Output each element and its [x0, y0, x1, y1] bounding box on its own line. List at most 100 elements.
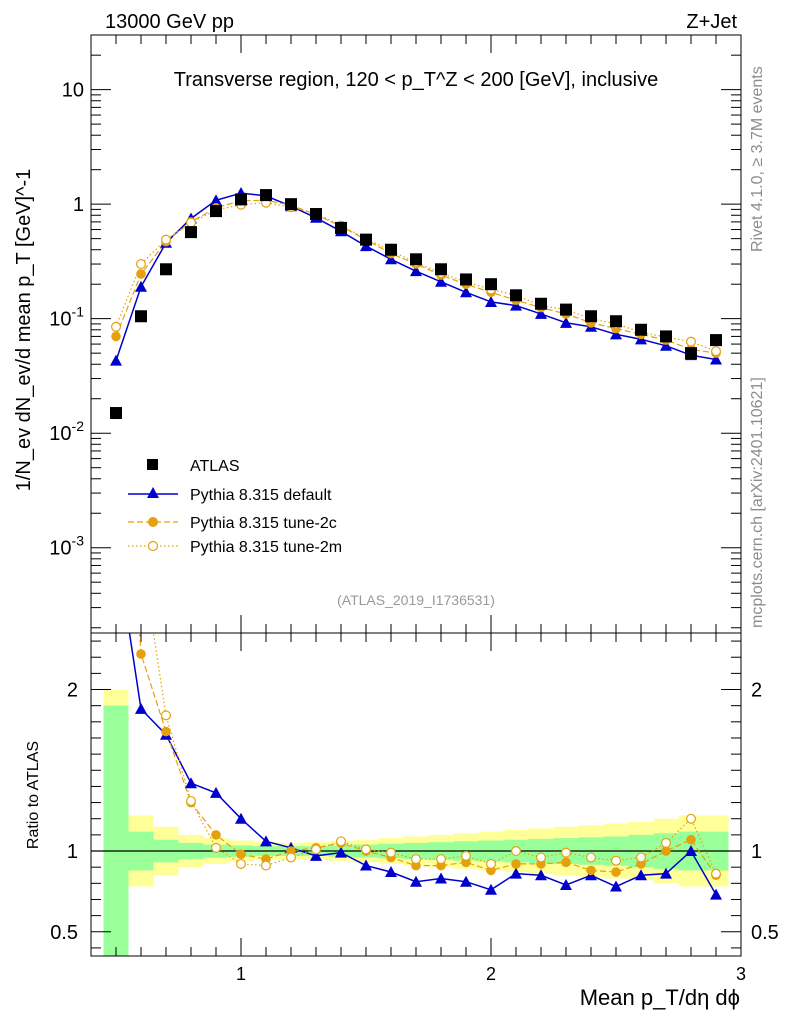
- atlas-data-point: [635, 323, 647, 336]
- ratio-data-point: [210, 786, 222, 798]
- atlas-data-point: [585, 310, 597, 323]
- atlas-data-point: [185, 226, 197, 239]
- ratio-data-point: [386, 847, 397, 858]
- ratio-data-point: [411, 854, 422, 865]
- main-data-point: [560, 316, 572, 328]
- tick-base: 10: [49, 423, 71, 445]
- main-data-point: [110, 321, 121, 332]
- legend-marker-tune-2c: [148, 517, 158, 527]
- atlas-data-point: [535, 297, 547, 310]
- atlas-data-point: [410, 253, 422, 266]
- tick-base: 10: [49, 538, 71, 560]
- ratio-data-point: [611, 867, 621, 877]
- ratio-data-point: [135, 702, 147, 714]
- main-series-line: [115, 192, 717, 361]
- main-data-point: [111, 331, 121, 342]
- ratio-markers-layer: [135, 649, 722, 900]
- ratio-data-point: [710, 888, 722, 900]
- ratio-data-point: [610, 880, 622, 892]
- side-label-rivet: Rivet 4.1.0, ≥ 3.7M events: [749, 66, 766, 252]
- series-lines-layer: [115, 192, 717, 361]
- ratio-data-point: [211, 842, 222, 853]
- main-data-point: [710, 353, 722, 365]
- atlas-data-point: [710, 334, 722, 347]
- main-data-point: [161, 234, 172, 245]
- ratio-y-tick-label: 2: [67, 680, 78, 702]
- atlas-data-point: [310, 208, 322, 221]
- ratio-data-point: [335, 846, 347, 858]
- atlas-data-point: [235, 193, 247, 206]
- ratio-data-point: [186, 795, 197, 806]
- ratio-data-point: [660, 837, 671, 848]
- ratio-bands-layer: [91, 689, 741, 956]
- ratio-data-point: [236, 858, 247, 869]
- atlas-data-point: [610, 315, 622, 328]
- ratio-y-tick-label: 0.5: [50, 922, 78, 944]
- ratio-data-point: [585, 852, 596, 863]
- atlas-data-point: [210, 205, 222, 218]
- main-data-point: [136, 259, 147, 270]
- x-tick-label: 2: [486, 964, 496, 984]
- atlas-data-point: [285, 198, 297, 211]
- ratio-data-point: [435, 872, 447, 884]
- ratio-data-point: [161, 726, 171, 737]
- ratio-y-tick-label-right: 1: [751, 841, 762, 863]
- atlas-data-point: [560, 303, 572, 316]
- ratio-data-point: [511, 846, 522, 857]
- ratio-data-point: [610, 855, 621, 866]
- main-data-point: [435, 275, 447, 287]
- ratio-data-point: [560, 847, 571, 858]
- main-series-line: [115, 199, 717, 354]
- main-data-point: [510, 299, 522, 311]
- legend-label-default: Pythia 8.315 default: [190, 487, 332, 504]
- main-data-point: [610, 328, 622, 340]
- main-y-tick-label: 10-3: [49, 533, 84, 560]
- legend-marker-tune-2m: [147, 540, 159, 552]
- ratio-data-point: [461, 850, 472, 861]
- ratio-y-tick-label-right: 0.5: [751, 922, 779, 944]
- legend-marker-atlas: [147, 459, 158, 470]
- legend: ATLAS Pythia 8.315 default Pythia 8.315 …: [128, 458, 342, 556]
- ratio-data-point: [260, 835, 272, 847]
- legend-label-tune-2m: Pythia 8.315 tune-2m: [190, 539, 342, 556]
- main-title: Transverse region, 120 < p_T^Z < 200 [Ge…: [174, 69, 658, 91]
- ratio-data-point: [385, 866, 397, 878]
- main-y-axis-label: 1/N_ev dN_ev/d mean p_T [GeV]^-1: [13, 169, 35, 492]
- legend-label-atlas: ATLAS: [190, 458, 240, 475]
- atlas-data-point: [435, 263, 447, 276]
- ratio-data-point: [261, 860, 272, 871]
- x-tick-label: 1: [236, 964, 246, 984]
- ratio-data-point: [486, 858, 497, 869]
- ratio-data-point: [660, 867, 672, 879]
- ratio-data-point: [685, 845, 697, 857]
- ratio-y-tick-label: 1: [67, 841, 78, 863]
- main-data-point: [186, 217, 197, 228]
- legend-label-tune-2c: Pythia 8.315 tune-2c: [190, 515, 337, 532]
- main-data-point: [710, 346, 721, 357]
- main-data-point: [136, 269, 146, 279]
- ratio-data-point: [336, 836, 347, 847]
- analysis-label: (ATLAS_2019_I1736531): [337, 592, 495, 608]
- main-data-point: [110, 354, 122, 366]
- main-data-point: [460, 286, 472, 298]
- ratio-data-point: [710, 868, 721, 879]
- main-y-tick-label: 10-1: [49, 304, 84, 331]
- main-data-point: [385, 253, 397, 265]
- ratio-series-line: [139, 633, 717, 876]
- ratio-data-point: [235, 812, 247, 824]
- tick-exponent: -3: [72, 533, 85, 549]
- ratio-y-tick-label-right: 2: [751, 680, 762, 702]
- atlas-data-point: [335, 221, 347, 234]
- main-data-point: [210, 194, 222, 206]
- atlas-data-point: [385, 243, 397, 256]
- main-y-tick-label: 1: [73, 194, 84, 216]
- tick-base: 10: [49, 309, 71, 331]
- ratio-data-point: [460, 875, 472, 887]
- ratio-data-point: [136, 649, 146, 659]
- ratio-data-point: [635, 869, 647, 881]
- main-y-tick-label: 10-2: [49, 418, 84, 445]
- ratio-data-point: [310, 849, 322, 861]
- main-data-point: [535, 307, 547, 319]
- ratio-data-point: [586, 865, 596, 876]
